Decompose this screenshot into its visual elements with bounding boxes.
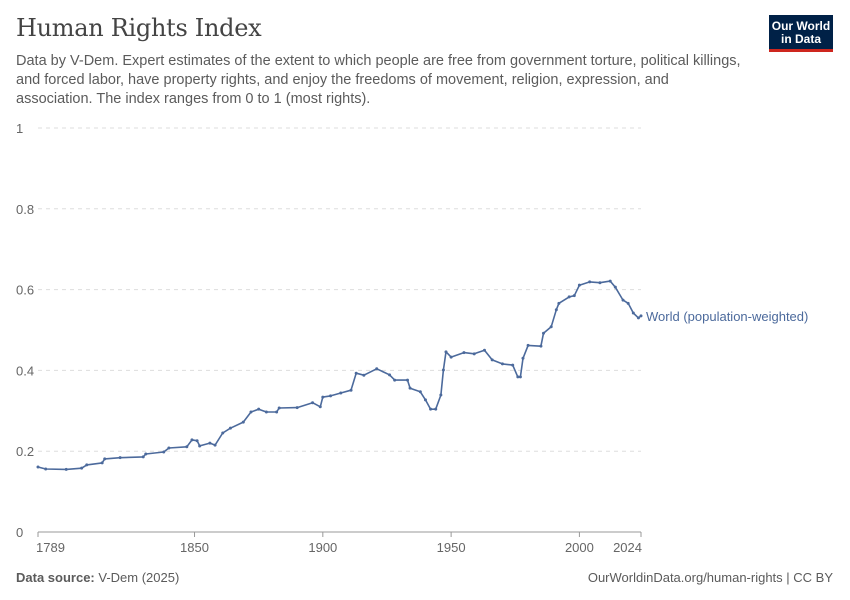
data-point	[141, 455, 145, 459]
data-point	[613, 285, 617, 289]
data-point	[554, 308, 558, 312]
data-point	[444, 350, 448, 354]
y-tick-label: 0.2	[16, 444, 34, 459]
x-tick-label: 1850	[180, 540, 209, 555]
data-point	[539, 344, 543, 348]
data-point	[44, 467, 48, 471]
data-point	[167, 446, 171, 450]
data-point	[198, 444, 202, 448]
data-point	[208, 441, 212, 445]
data-point	[636, 316, 640, 320]
data-point	[36, 465, 40, 469]
data-point	[521, 356, 525, 360]
data-point	[511, 363, 515, 367]
data-point	[577, 283, 581, 287]
data-point	[429, 407, 433, 411]
data-point	[567, 295, 571, 299]
data-point	[349, 388, 353, 392]
data-point	[362, 373, 366, 377]
data-point	[588, 280, 592, 284]
data-point	[572, 294, 576, 298]
footer-url-license[interactable]: OurWorldinData.org/human-rights | CC BY	[587, 570, 833, 585]
data-point	[221, 431, 225, 435]
data-point	[64, 467, 68, 471]
data-source-link[interactable]: V-Dem (2025)	[98, 570, 180, 585]
data-point	[631, 311, 635, 315]
x-tick-label: 2000	[565, 540, 594, 555]
data-point	[608, 279, 612, 283]
data-point	[144, 452, 148, 456]
data-point	[639, 314, 643, 318]
data-point	[449, 355, 453, 359]
data-point	[462, 351, 466, 355]
y-tick-label: 0.4	[16, 363, 34, 378]
data-point	[526, 343, 530, 347]
data-point	[441, 368, 445, 372]
data-point	[621, 298, 625, 302]
y-tick-label: 1	[16, 121, 23, 136]
data-point	[257, 407, 261, 411]
data-point	[393, 378, 397, 382]
chart-subtitle: Data by V-Dem. Expert estimates of the e…	[16, 53, 741, 107]
data-point	[311, 401, 315, 405]
data-point	[354, 371, 358, 375]
data-point	[375, 367, 379, 371]
data-point	[185, 445, 189, 449]
data-point	[118, 456, 122, 460]
x-tick-label: 2024	[613, 540, 642, 555]
data-point	[329, 394, 333, 398]
data-point	[408, 386, 412, 390]
data-point	[264, 410, 268, 414]
data-point	[516, 375, 520, 379]
data-point	[100, 461, 104, 465]
data-point	[541, 331, 545, 335]
data-point	[418, 390, 422, 394]
y-tick-label: 0.8	[16, 202, 34, 217]
data-point	[190, 438, 194, 442]
data-point	[295, 406, 299, 410]
data-point	[439, 393, 443, 397]
series-line	[37, 280, 642, 471]
data-point	[80, 466, 84, 470]
data-point	[195, 439, 199, 443]
data-point	[318, 405, 322, 409]
data-point	[490, 358, 494, 362]
data-point	[103, 457, 107, 461]
y-tick-label: 0	[16, 525, 23, 540]
data-point	[518, 375, 522, 379]
data-point	[321, 395, 325, 399]
data-point	[423, 398, 427, 402]
data-point	[275, 410, 279, 414]
data-point	[228, 426, 232, 430]
x-tick-label: 1789	[36, 540, 65, 555]
data-point	[434, 407, 438, 411]
x-tick-label: 1900	[308, 540, 337, 555]
data-point	[241, 420, 245, 424]
data-point	[472, 352, 476, 356]
data-point	[162, 450, 166, 454]
data-point	[85, 463, 89, 467]
y-tick-label: 0.6	[16, 283, 34, 298]
data-point	[598, 281, 602, 285]
series-label: World (population-weighted)	[646, 309, 808, 324]
x-tick-label: 1950	[437, 540, 466, 555]
chart-title: Human Rights Index	[16, 14, 262, 42]
data-point	[626, 301, 630, 305]
owid-logo[interactable]: Our World in Data	[769, 15, 833, 52]
data-point	[249, 410, 253, 414]
data-point	[500, 362, 504, 366]
data-point	[405, 378, 409, 382]
data-point	[549, 325, 553, 329]
data-point	[557, 301, 561, 305]
data-source: Data source: V-Dem (2025)	[16, 570, 179, 585]
data-point	[388, 373, 392, 377]
data-point	[213, 443, 217, 447]
data-point	[277, 406, 281, 410]
data-point	[482, 348, 486, 352]
data-source-label: Data source:	[16, 570, 95, 585]
data-point	[339, 391, 343, 395]
